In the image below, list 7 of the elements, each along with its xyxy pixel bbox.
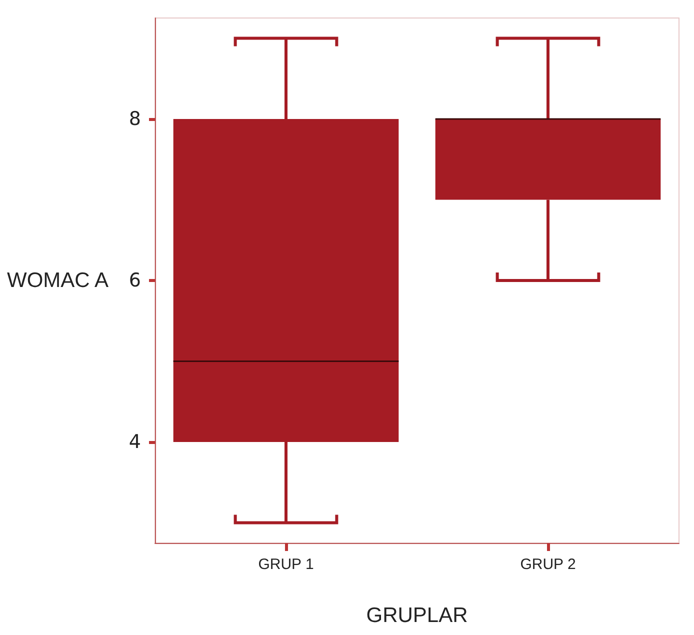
x-axis-title: GRUPLAR [366,604,468,627]
y-tick-label: 4 [128,431,141,454]
y-tick-label: 8 [128,108,141,130]
y-tick-label: 6 [128,270,141,292]
x-tick-label: GRUP 1 [258,556,314,573]
x-tick-label: GRUP 2 [520,556,576,573]
y-axis-title: WOMAC A [7,269,109,292]
